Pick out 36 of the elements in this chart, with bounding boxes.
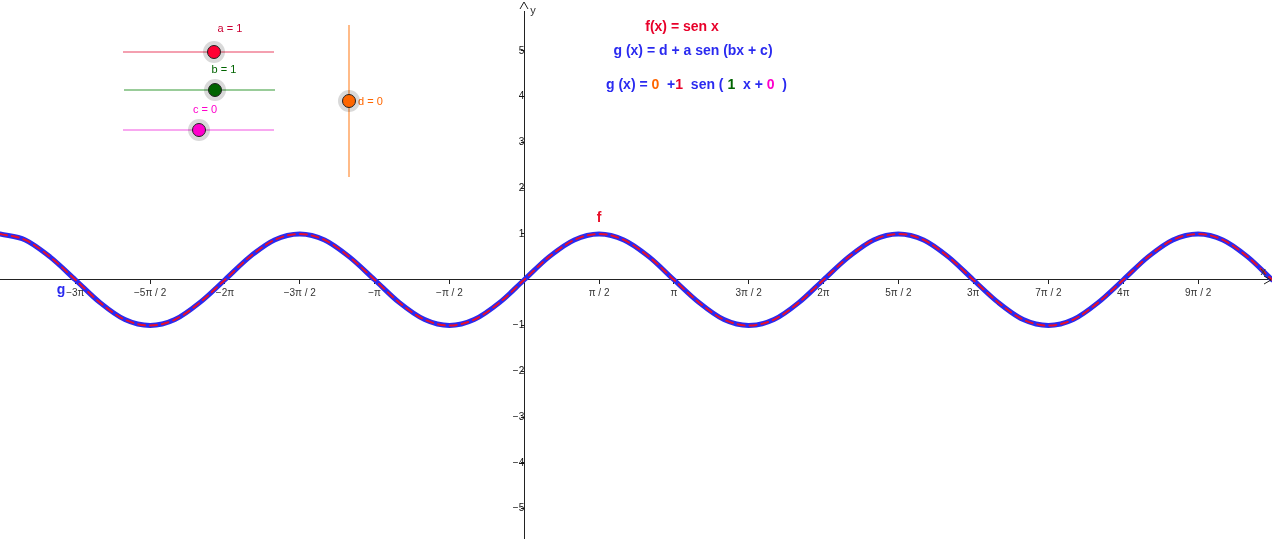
x-tick-label: 3π — [966, 286, 980, 298]
x-tick-label: 3π / 2 — [735, 286, 763, 298]
annotation: g (x) = d + a sen (bx + c) — [613, 42, 773, 58]
x-tick-label: −π / 2 — [436, 286, 464, 298]
y-tick-label: −4 — [512, 456, 525, 468]
x-tick-label: −3π / 2 — [283, 286, 317, 298]
series-label: g — [56, 280, 66, 297]
x-tick-label: π — [670, 286, 678, 298]
x-tick-label: 9π / 2 — [1184, 286, 1212, 298]
x-tick-label: 7π / 2 — [1035, 286, 1063, 298]
y-tick-label: 2 — [518, 181, 525, 193]
series-label: f — [596, 208, 602, 225]
y-tick-label: 5 — [518, 44, 525, 56]
x-tick-label: −5π / 2 — [134, 286, 167, 298]
x-tick-label: 5π / 2 — [885, 286, 912, 298]
annotation: b = 1 — [211, 63, 237, 75]
y-tick-label: 3 — [518, 136, 525, 148]
y-axis-title: y — [530, 4, 537, 16]
x-tick-label: 2π — [817, 286, 830, 298]
y-tick-label: 1 — [518, 227, 525, 239]
x-tick-label: −π — [368, 286, 382, 298]
x-axis-title: x — [1260, 264, 1267, 277]
y-tick-label: −3 — [512, 410, 525, 422]
annotation: f(x) = sen x — [645, 18, 719, 34]
annotation: a = 1 — [217, 22, 243, 34]
x-tick-label: −2π — [215, 286, 235, 298]
x-tick-label: π / 2 — [588, 286, 610, 298]
y-tick-label: −2 — [512, 365, 525, 377]
annotation: c = 0 — [192, 103, 218, 115]
x-tick-label: −3π — [66, 286, 85, 298]
y-tick-label: −5 — [512, 502, 525, 514]
text: g (x) = 0 +1 sen ( 1 x + 0 ) — [606, 76, 788, 92]
y-tick-label: −1 — [512, 319, 525, 331]
annotation: d = 0 — [358, 95, 383, 107]
y-tick-label: 4 — [518, 90, 525, 102]
x-tick-label: 4π — [1117, 286, 1130, 298]
